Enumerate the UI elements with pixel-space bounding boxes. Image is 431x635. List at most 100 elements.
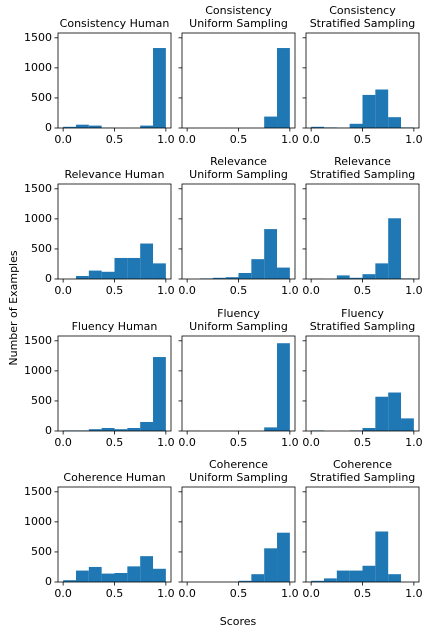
x-tick-label: 1.0 — [405, 436, 423, 449]
panel-title: Coherence — [333, 458, 392, 471]
bar — [362, 94, 376, 128]
bar — [388, 117, 402, 128]
bar — [212, 277, 226, 279]
x-tick-label: 0.0 — [178, 133, 196, 146]
x-tick-label: 0.5 — [230, 436, 248, 449]
bar — [63, 126, 76, 128]
bar — [336, 275, 350, 279]
bar — [140, 125, 154, 128]
x-tick-label: 0.5 — [354, 587, 372, 600]
panel-title: Uniform Sampling — [189, 320, 288, 333]
y-tick-label: 0 — [45, 121, 52, 134]
bar — [349, 570, 363, 582]
bar — [362, 274, 376, 279]
y-tick-label: 500 — [31, 394, 52, 407]
panel-title: Consistency — [329, 4, 396, 17]
bar — [264, 548, 278, 582]
x-tick-label: 1.0 — [157, 133, 175, 146]
x-tick-label: 0.0 — [178, 284, 196, 297]
bar — [375, 531, 389, 582]
x-axis-label: Scores — [220, 615, 257, 628]
x-tick-label: 1.0 — [281, 133, 299, 146]
bar — [277, 48, 290, 128]
x-tick-label: 1.0 — [405, 587, 423, 600]
panel-title: Relevance Human — [65, 168, 165, 181]
bar — [101, 427, 115, 431]
bar — [75, 124, 89, 128]
x-tick-label: 0.0 — [54, 436, 72, 449]
panel-title: Coherence Human — [63, 471, 165, 484]
x-tick-label: 0.5 — [106, 133, 124, 146]
x-tick-label: 0.5 — [106, 587, 124, 600]
bar — [127, 257, 141, 279]
bar — [336, 570, 350, 582]
bar — [388, 218, 402, 279]
y-tick-label: 1000 — [24, 212, 52, 225]
bar — [323, 578, 337, 582]
y-tick-label: 500 — [31, 91, 52, 104]
x-tick-label: 0.0 — [302, 436, 320, 449]
y-tick-label: 1500 — [24, 31, 52, 44]
bar — [75, 570, 89, 582]
x-tick-label: 1.0 — [281, 284, 299, 297]
bar — [362, 427, 376, 431]
bar — [375, 263, 389, 279]
bar — [264, 116, 278, 128]
x-tick-label: 0.5 — [230, 587, 248, 600]
bar — [140, 421, 154, 431]
y-tick-label: 1000 — [24, 61, 52, 74]
x-tick-label: 0.5 — [106, 284, 124, 297]
x-tick-label: 0.0 — [178, 436, 196, 449]
bar — [311, 126, 324, 128]
x-tick-label: 0.5 — [230, 284, 248, 297]
x-tick-label: 0.0 — [54, 133, 72, 146]
bar — [375, 396, 389, 431]
y-tick-label: 0 — [45, 575, 52, 588]
bar — [225, 277, 239, 279]
x-tick-label: 1.0 — [405, 133, 423, 146]
y-tick-label: 1000 — [24, 364, 52, 377]
bar — [349, 277, 363, 279]
y-tick-label: 1000 — [24, 515, 52, 528]
axes-frame — [305, 183, 420, 280]
axes-frame — [181, 183, 296, 280]
x-tick-label: 0.5 — [354, 436, 372, 449]
bar — [349, 123, 363, 128]
panel-title: Uniform Sampling — [189, 168, 288, 181]
bar — [127, 566, 141, 582]
bar — [153, 568, 166, 582]
bar — [277, 532, 290, 582]
panel-title: Uniform Sampling — [189, 471, 288, 484]
bar — [264, 427, 278, 431]
bar — [63, 580, 76, 582]
x-tick-label: 0.0 — [54, 587, 72, 600]
x-tick-label: 1.0 — [157, 436, 175, 449]
bar — [88, 566, 102, 582]
x-tick-label: 0.0 — [178, 587, 196, 600]
y-tick-label: 0 — [45, 424, 52, 437]
axes-frame — [57, 486, 172, 583]
bar — [88, 429, 102, 431]
bar — [277, 343, 290, 431]
y-tick-label: 500 — [31, 545, 52, 558]
x-tick-label: 0.0 — [302, 133, 320, 146]
x-tick-label: 1.0 — [157, 284, 175, 297]
bar — [362, 565, 376, 582]
x-tick-label: 1.0 — [281, 587, 299, 600]
panel-title: Stratified Sampling — [310, 168, 416, 181]
panel-title: Uniform Sampling — [189, 17, 288, 30]
x-tick-label: 0.0 — [302, 587, 320, 600]
bar — [114, 572, 128, 582]
bar — [251, 574, 265, 582]
bar — [114, 257, 128, 279]
bar — [127, 427, 141, 431]
bar — [251, 259, 265, 279]
bar — [311, 580, 324, 582]
x-tick-label: 0.0 — [302, 284, 320, 297]
x-tick-label: 0.0 — [54, 284, 72, 297]
y-tick-label: 1500 — [24, 485, 52, 498]
bar — [140, 243, 154, 279]
panel-title: Stratified Sampling — [310, 320, 416, 333]
y-tick-label: 1500 — [24, 334, 52, 347]
bar — [277, 267, 290, 279]
